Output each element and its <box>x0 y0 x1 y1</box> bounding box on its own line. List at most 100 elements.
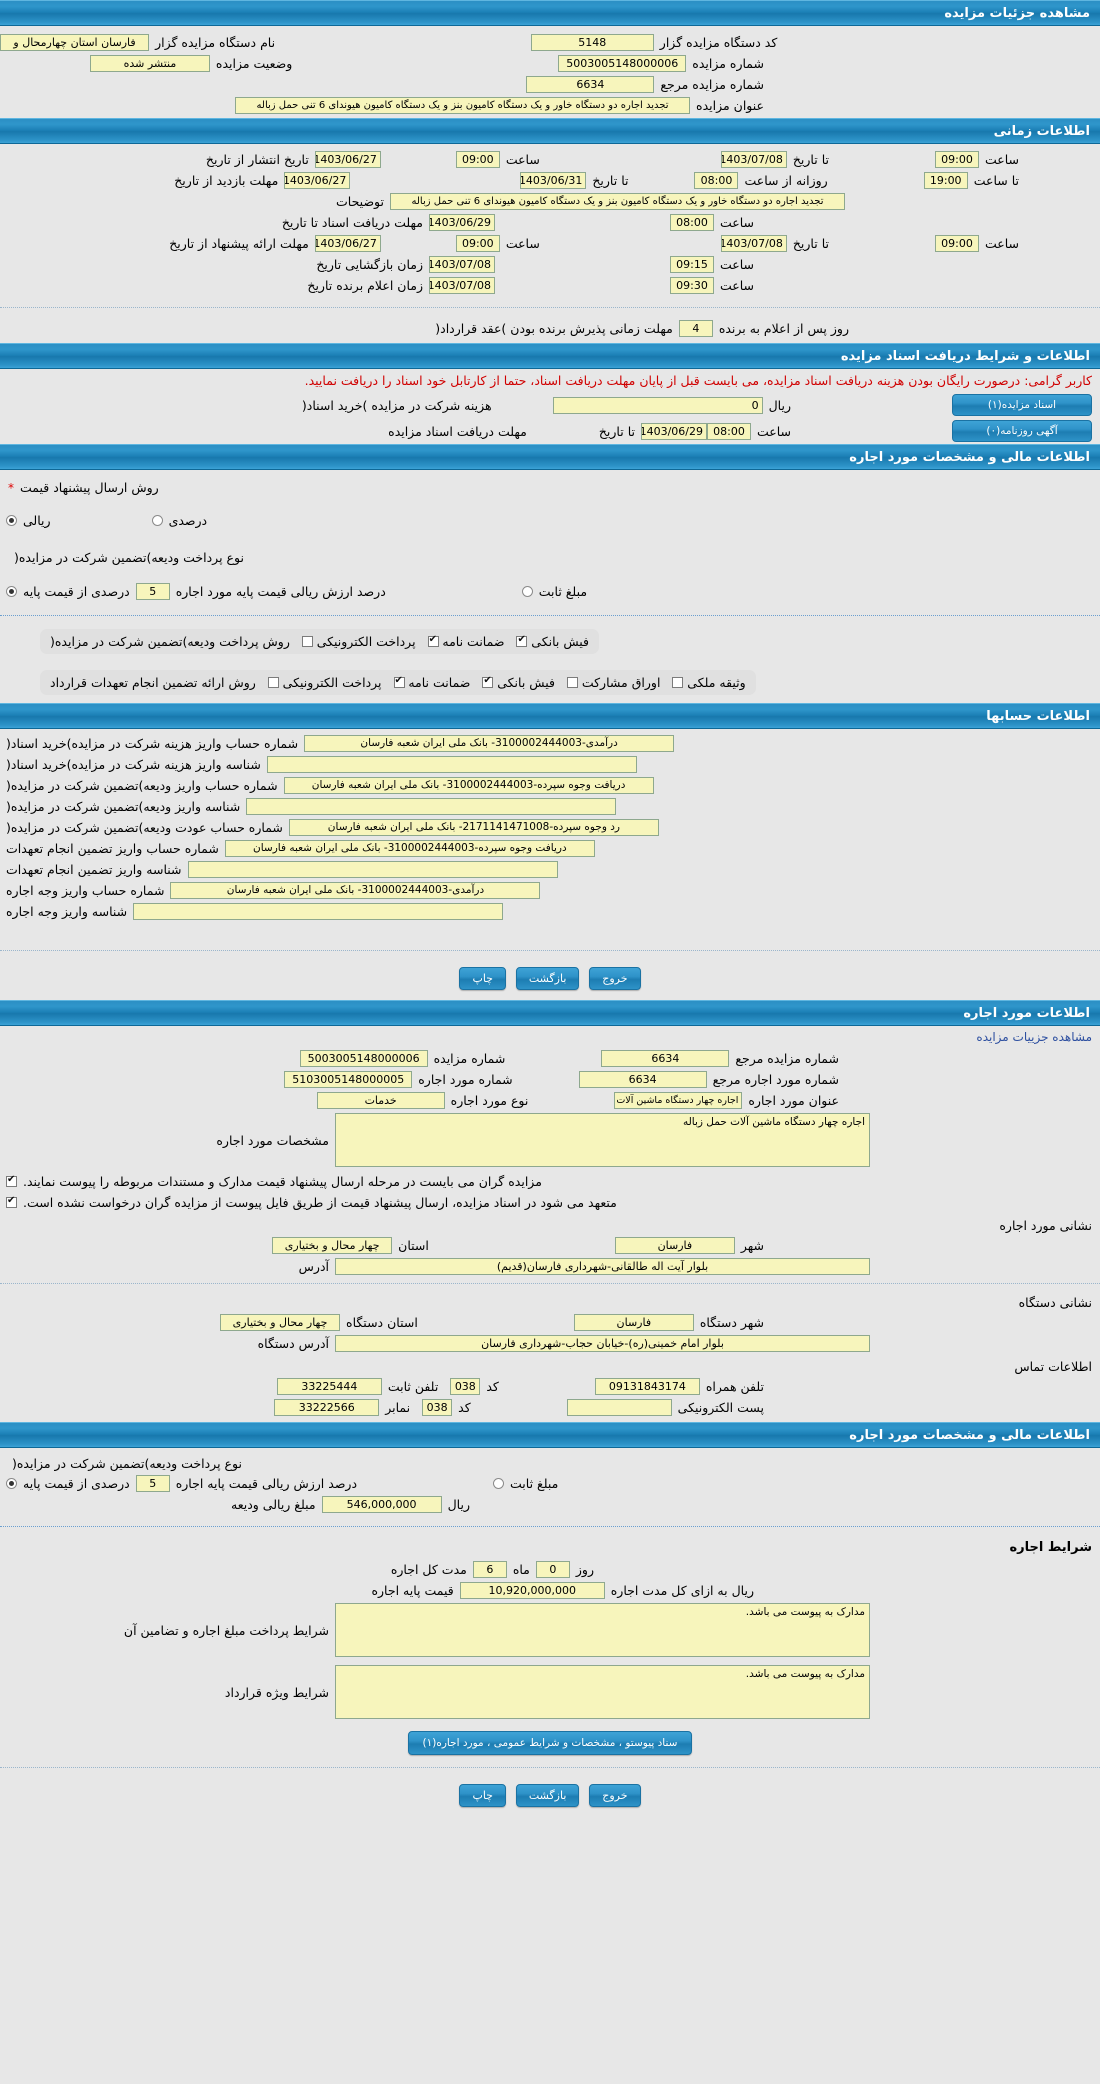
value-duration-months[interactable]: 6 <box>472 1561 507 1578</box>
value-rent-auction-no[interactable]: 5003005148000006 <box>299 1050 428 1067</box>
account-value[interactable]: درآمدی-3100002444003- بانک ملی ایران شعب… <box>304 735 675 752</box>
value-duration-days[interactable]: 0 <box>535 1561 570 1578</box>
value-offer-from-date[interactable]: 1403/06/27 <box>314 235 381 252</box>
exit-button-bottom[interactable]: خروج <box>589 1784 641 1807</box>
value-receive-time[interactable]: 08:00 <box>706 422 751 440</box>
value-device-province[interactable]: چهار محال و بختیاری <box>220 1314 341 1331</box>
contract-bankslip[interactable]: فیش بانکی <box>482 675 555 690</box>
value-rent-title[interactable]: اجاره چهار دستگاه ماشین آلات حمل زباله <box>614 1092 743 1109</box>
value-rent-ref-item-no[interactable]: 6634 <box>578 1071 707 1088</box>
value-base-price[interactable]: 10,920,000,000 <box>459 1582 605 1599</box>
checkbox-deposit-bankslip[interactable] <box>516 634 528 647</box>
value-visit-from-date[interactable]: 1403/06/27 <box>284 172 351 189</box>
checkbox-deposit-guarantee[interactable] <box>427 634 439 647</box>
value-offer-from-time[interactable]: 09:00 <box>455 235 500 252</box>
value-rent-spec[interactable]: اجاره چهار دستگاه ماشین آلات حمل زباله <box>335 1113 870 1167</box>
label-percent-suffix: درصد ارزش ریالی قیمت پایه مورد اجاره <box>175 584 386 599</box>
value-deposit-amount[interactable]: 546,000,000 <box>321 1496 442 1513</box>
value-winner-date[interactable]: 1403/07/08 <box>428 277 495 294</box>
value-deposit-percent[interactable]: 5 <box>135 583 170 600</box>
value-opening-time[interactable]: 09:15 <box>669 256 714 273</box>
newspaper-ad-button[interactable]: آگهی روزنامه(۰) <box>952 420 1092 442</box>
back-button-top[interactable]: بازگشت <box>515 967 580 990</box>
account-value[interactable]: دریافت وجوه سپرده-3100002444003- بانک مل… <box>283 777 654 794</box>
value-offer-to-date[interactable]: 1403/07/08 <box>720 235 787 252</box>
value-participation-cost[interactable]: 0 <box>552 396 763 414</box>
value-offer-to-time[interactable]: 09:00 <box>934 235 979 252</box>
value-tel-code[interactable]: 038 <box>450 1378 481 1395</box>
value-auction-no[interactable]: 5003005148000006 <box>558 55 687 72</box>
account-value[interactable] <box>266 756 637 773</box>
account-value[interactable] <box>187 861 558 878</box>
value-visit-to-date[interactable]: 1403/06/31 <box>520 172 587 189</box>
value-publish-from-time[interactable]: 09:00 <box>455 151 500 168</box>
value-rent-province[interactable]: چهار محال و بختیاری <box>272 1237 393 1254</box>
radio-deposit-fixed[interactable] <box>521 586 533 597</box>
print-button-bottom[interactable]: چاپ <box>459 1784 506 1807</box>
account-value[interactable]: دریافت وجوه سپرده-3100002444003- بانک مل… <box>224 840 595 857</box>
contract-deed[interactable]: وثیقه ملکی <box>672 675 746 690</box>
account-value[interactable] <box>133 903 504 920</box>
checkbox-contract-deed[interactable] <box>672 677 684 688</box>
value-payment-terms[interactable]: مدارک به پیوست می باشد. <box>335 1603 870 1657</box>
value-ref-no[interactable]: 6634 <box>526 76 655 93</box>
checkbox-contract-electronic[interactable] <box>267 677 279 688</box>
checkbox-note-1[interactable] <box>6 1174 17 1187</box>
value-publish-to-time[interactable]: 09:00 <box>934 151 979 168</box>
auction-documents-button[interactable]: اسناد مزایده(۱) <box>952 394 1092 416</box>
value-org-code[interactable]: 5148 <box>530 34 654 51</box>
deposit-method-electronic[interactable]: پرداخت الکترونیکی <box>301 634 416 649</box>
value-visit-to-time[interactable]: 19:00 <box>923 172 968 189</box>
checkbox-contract-guarantee[interactable] <box>393 675 405 688</box>
value-publish-from-date[interactable]: 1403/06/27 <box>314 151 381 168</box>
radio-price-percent[interactable] <box>151 515 163 526</box>
value-winner-time[interactable]: 09:30 <box>669 277 714 294</box>
value-time-description[interactable]: تجدید اجاره دو دستگاه خاور و یک دستگاه ک… <box>390 193 845 210</box>
contract-bonds[interactable]: اوراق مشارکت <box>566 675 660 690</box>
deposit-method-bankslip[interactable]: فیش بانکی <box>516 634 589 649</box>
value-deposit-percent-2[interactable]: 5 <box>135 1475 170 1492</box>
deposit-method-guarantee[interactable]: ضمانت نامه <box>427 634 504 649</box>
checkbox-note-2[interactable] <box>6 1195 17 1208</box>
checkbox-contract-bonds[interactable] <box>566 677 578 688</box>
value-rent-city[interactable]: فارسان <box>614 1237 735 1254</box>
radio-deposit-percent[interactable] <box>6 586 17 597</box>
value-org-name[interactable]: فارسان استان چهارمحال و <box>0 34 150 51</box>
attachments-documents-button[interactable]: سناد پیوستو ، مشخصات و شرایط عمومی ، مور… <box>407 1731 693 1755</box>
contract-guarantee[interactable]: ضمانت نامه <box>393 675 470 690</box>
view-auction-details-link[interactable]: مشاهده جزییات مزایده <box>976 1030 1092 1044</box>
value-mobile[interactable]: 09131843174 <box>594 1378 700 1395</box>
radio-price-rial[interactable] <box>6 515 17 526</box>
value-auction-status[interactable]: منتشر شده <box>89 55 210 72</box>
value-fax-code[interactable]: 038 <box>422 1399 453 1416</box>
value-email[interactable] <box>566 1399 672 1416</box>
value-tel[interactable]: 33225444 <box>276 1378 382 1395</box>
value-visit-from-time[interactable]: 08:00 <box>694 172 739 189</box>
contract-electronic[interactable]: پرداخت الکترونیکی <box>267 675 382 690</box>
exit-button-top[interactable]: خروج <box>589 967 641 990</box>
radio-deposit-percent-2[interactable] <box>6 1478 17 1489</box>
value-rent-address[interactable]: بلوار آیت اله طالقانی-شهرداری فارسان(قدی… <box>335 1258 870 1275</box>
value-device-address[interactable]: بلوار امام خمینی(ره)-خیابان حجاب-شهرداری… <box>335 1335 870 1352</box>
account-value[interactable]: رد وجوه سپرده-2171141471008- بانک ملی ای… <box>288 819 659 836</box>
value-publish-to-date[interactable]: 1403/07/08 <box>720 151 787 168</box>
print-button-top[interactable]: چاپ <box>459 967 506 990</box>
value-accept-days[interactable]: 4 <box>678 320 713 337</box>
value-rent-ref-no[interactable]: 6634 <box>601 1050 730 1067</box>
value-rent-no[interactable]: 5103005148000005 <box>284 1071 413 1088</box>
value-receive-date[interactable]: 1403/06/29 <box>640 422 707 440</box>
back-button-bottom[interactable]: بازگشت <box>515 1784 580 1807</box>
checkbox-contract-bankslip[interactable] <box>482 675 494 688</box>
value-special-terms[interactable]: مدارک به پیوست می باشد. <box>335 1665 870 1719</box>
value-rent-type[interactable]: خدمات <box>316 1092 445 1109</box>
account-value[interactable]: درآمدی-3100002444003- بانک ملی ایران شعب… <box>170 882 541 899</box>
account-value[interactable] <box>246 798 617 815</box>
checkbox-deposit-electronic[interactable] <box>301 636 313 647</box>
radio-deposit-fixed-2[interactable] <box>493 1478 505 1489</box>
value-device-city[interactable]: فارسان <box>573 1314 694 1331</box>
value-fax[interactable]: 33222566 <box>274 1399 380 1416</box>
value-auction-title[interactable]: تجدید اجاره دو دستگاه خاور و یک دستگاه ک… <box>235 97 691 114</box>
value-doc-deadline-time[interactable]: 08:00 <box>669 214 714 231</box>
value-doc-deadline-date[interactable]: 1403/06/29 <box>428 214 495 231</box>
value-opening-date[interactable]: 1403/07/08 <box>428 256 495 273</box>
